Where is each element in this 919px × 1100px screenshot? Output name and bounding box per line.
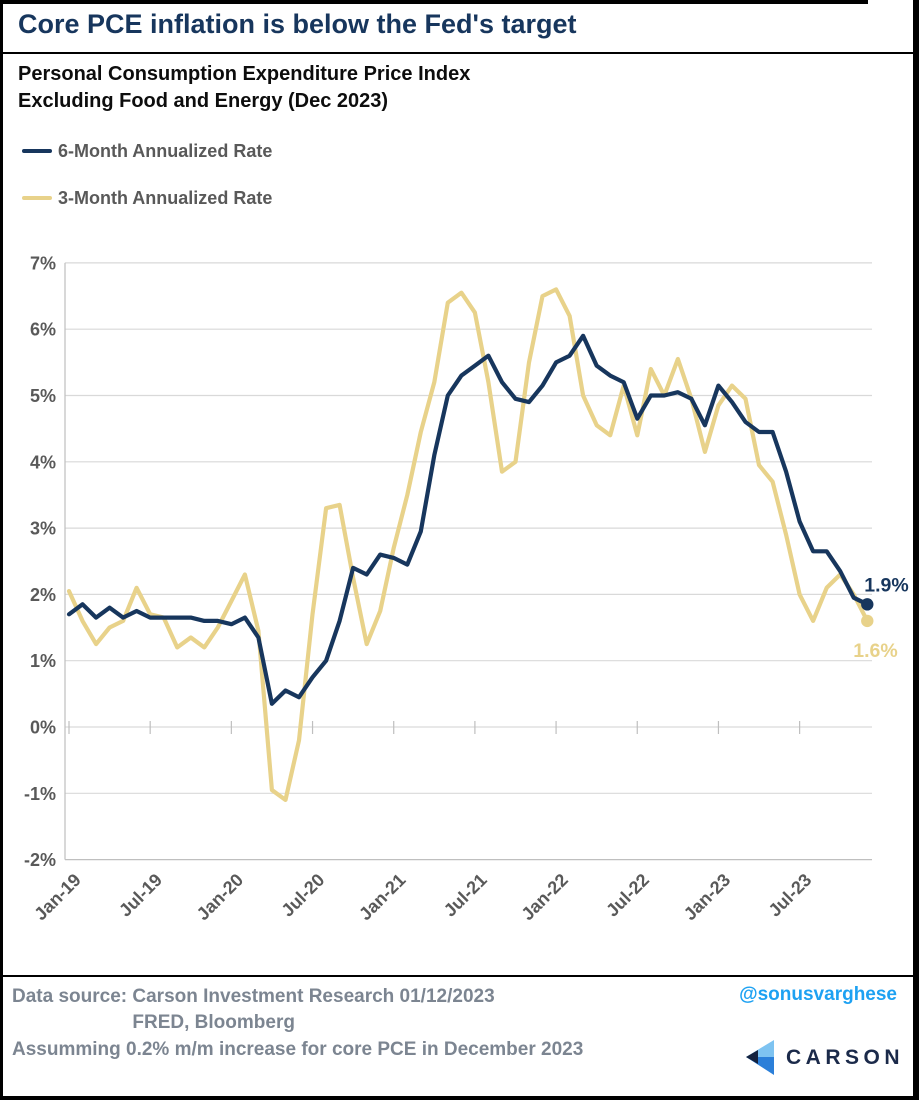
end-marker <box>861 598 874 611</box>
title-separator <box>0 52 913 54</box>
legend-label-3-month: 3-Month Annualized Rate <box>58 187 273 208</box>
carson-logo-wordmark: CARSON <box>786 1046 905 1069</box>
legend-label-6-month: 6-Month Annualized Rate <box>58 140 273 161</box>
data-source-line1: Carson Investment Research 01/12/2023 <box>132 986 495 1007</box>
data-source-line2: FRED, Bloomberg <box>132 1012 295 1033</box>
x-tick-label: Jan-19 <box>30 870 84 924</box>
legend-item-6-month: 6-Month Annualized Rate <box>22 140 272 162</box>
page-title: Core PCE inflation is below the Fed's ta… <box>18 9 577 39</box>
x-tick-label: Jan-23 <box>680 870 734 924</box>
y-tick-label: -2% <box>24 850 56 870</box>
data-source-block: Data source: Carson Investment Research … <box>12 984 495 1036</box>
frame-bottom-border <box>0 1096 919 1100</box>
x-tick-label: Jan-21 <box>355 870 409 924</box>
end-marker <box>861 614 874 628</box>
end-markers-and-labels: 1.9% 1.6% <box>853 574 908 662</box>
y-tick-label: 0% <box>30 718 56 738</box>
x-tick-label: Jul-19 <box>115 870 166 921</box>
footer-separator <box>0 975 913 977</box>
legend-swatch-6-month <box>22 149 52 153</box>
x-tick-label: Jul-20 <box>277 870 328 921</box>
assumption-note: Assumming 0.2% m/m increase for core PCE… <box>12 1039 584 1060</box>
y-tick-label: 1% <box>30 651 56 671</box>
x-tick-label: Jan-22 <box>517 870 571 924</box>
chart-subtitle-line1: Personal Consumption Expenditure Price I… <box>18 63 471 85</box>
carson-logo-icon <box>746 1040 774 1075</box>
y-tick-label: 3% <box>30 519 56 539</box>
frame-right-border <box>913 0 919 1100</box>
x-tick-label: Jul-23 <box>765 870 816 921</box>
series-line-6-month-annualized-rate <box>66 333 870 706</box>
y-tick-label: 4% <box>30 452 56 472</box>
x-tick-label: Jul-22 <box>602 870 653 921</box>
y-tick-label: -1% <box>24 784 56 804</box>
y-tick-label: 6% <box>30 320 56 340</box>
data-source-label: Data source: <box>12 986 128 1007</box>
series-lines <box>66 287 870 803</box>
y-tick-label: 5% <box>30 386 56 406</box>
title-bar: Core PCE inflation is below the Fed's ta… <box>0 0 913 52</box>
y-tick-label: 2% <box>30 585 56 605</box>
axes <box>64 262 801 860</box>
legend-item-3-month: 3-Month Annualized Rate <box>22 187 272 209</box>
end-label: 1.6% <box>853 640 897 662</box>
carson-logo: CARSON <box>744 1038 919 1078</box>
x-tick-label: Jan-20 <box>193 870 247 924</box>
end-label: 1.9% <box>864 574 908 596</box>
x-tick-label: Jul-21 <box>440 870 491 921</box>
frame-left-border <box>0 0 3 1100</box>
y-axis-labels: 7% 6% 5% 4% 3% 2% 1% 0% -1% -2% <box>24 253 56 870</box>
legend-swatch-3-month <box>22 196 52 200</box>
series-line-3-month-annualized-rate <box>66 287 870 803</box>
y-tick-label: 7% <box>30 253 56 273</box>
frame-top-border <box>0 0 868 4</box>
chart-subtitle: Personal Consumption Expenditure Price I… <box>18 61 470 115</box>
twitter-handle: @sonusvarghese <box>739 984 897 1005</box>
x-axis-labels: Jan-19 Jul-19 Jan-20 Jul-20 Jan-21 Jul-21 Jan-… <box>30 870 815 924</box>
chart-subtitle-line2: Excluding Food and Energy (Dec 2023) <box>18 90 389 112</box>
gridlines <box>65 262 872 861</box>
